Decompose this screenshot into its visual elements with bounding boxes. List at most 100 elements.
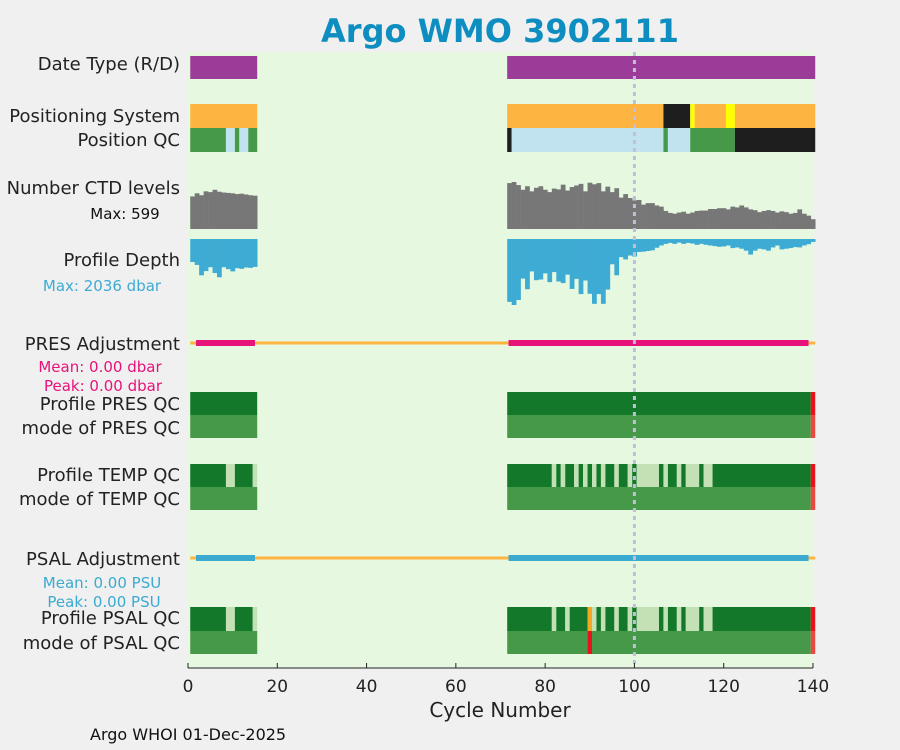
- profile-depth-bar: [252, 239, 258, 267]
- positioning-system-segment: [694, 104, 726, 128]
- ctd-levels-bar: [542, 189, 548, 229]
- profile-psal-qc-segment: [234, 607, 253, 631]
- position-qc-segment: [663, 128, 668, 152]
- ctd-levels-bar: [663, 210, 669, 229]
- profile-psal-qc-segment: [587, 607, 593, 631]
- profile-temp-qc-segment: [574, 464, 579, 487]
- profile-psal-qc-segment: [618, 607, 628, 631]
- psal-adjustment-label: PSAL Adjustment: [26, 549, 180, 570]
- profile-temp-qc-segment: [583, 464, 588, 487]
- profile-psal-qc-segment: [614, 607, 619, 631]
- profile-depth-bar: [614, 239, 620, 276]
- profile-depth-bar: [681, 239, 687, 244]
- ctd-levels-bar: [225, 192, 231, 229]
- profile-depth-bar: [618, 239, 624, 258]
- profile-depth-bar: [801, 239, 807, 246]
- profile-depth-bar: [645, 239, 651, 251]
- profile-depth-bar: [569, 239, 575, 289]
- positioning-system-segment: [507, 104, 664, 128]
- profile-depth-bar: [199, 239, 204, 276]
- profile-psal-qc-segment: [507, 607, 552, 631]
- profile-temp-qc-segment: [596, 464, 601, 487]
- profile-depth-bar: [685, 239, 691, 243]
- profile-psal-qc-segment: [712, 607, 811, 631]
- profile-depth-bar: [779, 239, 785, 250]
- profile-depth-bar: [641, 239, 646, 252]
- profile-depth-bar: [225, 239, 231, 270]
- positioning-system-segment: [725, 104, 735, 128]
- profile-depth-bar: [717, 239, 722, 247]
- position-qc-segment: [225, 128, 235, 152]
- profile-depth-bar: [583, 239, 588, 281]
- profile-depth-bar: [766, 239, 771, 251]
- profile-psal-qc-segment: [636, 607, 659, 631]
- ctd-levels-bar: [748, 209, 754, 229]
- positioning-system-segment: [734, 104, 816, 128]
- psal-adjustment-mean-text: Mean: 0.00 PSU: [43, 574, 161, 592]
- ctd-levels-bar: [757, 212, 762, 229]
- ctd-levels-bar: [703, 210, 709, 229]
- profile-depth-bar: [239, 239, 245, 269]
- x-tick-label: 0: [183, 677, 194, 697]
- profile-psal-qc-segment: [551, 607, 557, 631]
- profile-psal-qc-segment: [569, 607, 588, 631]
- profile-depth-bar: [654, 239, 660, 248]
- profile-depth-bar: [578, 239, 584, 295]
- ctd-levels-bar: [587, 182, 593, 229]
- profile-depth-bar: [708, 239, 713, 246]
- ctd-levels-bar: [721, 208, 727, 229]
- profile-depth-bar: [694, 239, 700, 245]
- profile-psal-qc-label: Profile PSAL QC: [41, 608, 180, 629]
- ctd-levels-bar: [667, 212, 673, 229]
- ctd-levels-bar: [578, 183, 584, 229]
- profile-psal-qc-segment: [685, 607, 700, 631]
- ctd-levels-bar: [605, 186, 611, 229]
- ctd-levels-bar: [525, 186, 530, 229]
- profile-depth-bar: [650, 239, 655, 251]
- profile-psal-qc-segment: [252, 607, 258, 631]
- ctd-levels-bar: [645, 203, 651, 229]
- profile-depth-bar: [520, 239, 526, 279]
- profile-depth-bar: [609, 239, 615, 265]
- profile-temp-qc-segment: [614, 464, 619, 487]
- profile-depth-bar: [743, 239, 749, 251]
- profile-temp-qc-segment: [551, 464, 557, 487]
- ctd-levels-bar: [725, 209, 731, 229]
- ctd-levels-bar: [533, 187, 539, 229]
- profile-temp-qc-segment: [810, 464, 816, 487]
- profile-depth-bar: [212, 239, 218, 274]
- ctd-levels-bar: [658, 206, 664, 229]
- x-tick-label: 60: [445, 677, 467, 697]
- ctd-levels-bar: [618, 197, 624, 229]
- ctd-levels-bar: [507, 183, 512, 229]
- position-qc-segment: [511, 128, 664, 152]
- ctd-levels-bar: [739, 205, 745, 229]
- profile-temp-qc-segment: [699, 464, 704, 487]
- profile-pres-qc-label: Profile PRES QC: [40, 394, 180, 415]
- profile-depth-bar: [203, 239, 209, 272]
- mode-temp-qc-row: [190, 487, 816, 510]
- ctd-levels-bar: [212, 189, 218, 229]
- profile-depth-row: [190, 239, 816, 305]
- profile-psal-qc-segment: [592, 607, 597, 631]
- ctd-levels-row: [190, 182, 816, 229]
- profile-depth-bar: [739, 239, 745, 249]
- ctd-levels-bar: [761, 210, 767, 229]
- row-labels: Date Type (R/D) Positioning System Positio…: [7, 54, 180, 654]
- ctd-levels-bar: [583, 191, 588, 229]
- profile-depth-bar: [690, 239, 695, 244]
- profile-depth-bar: [810, 239, 816, 242]
- ctd-levels-bar: [511, 182, 517, 229]
- profile-temp-qc-segment: [600, 464, 606, 487]
- x-tick-label: 80: [534, 677, 556, 697]
- positioning-system-segment: [190, 104, 258, 128]
- ctd-levels-label: Number CTD levels: [7, 178, 180, 199]
- profile-psal-qc-segment: [699, 607, 704, 631]
- ctd-levels-bar: [547, 192, 553, 229]
- profile-temp-qc-segment: [663, 464, 668, 487]
- profile-depth-annotation: Max: 2036 dbar: [43, 277, 162, 295]
- mode-psal-qc-segment: [190, 631, 258, 654]
- profile-temp-qc-segment: [636, 464, 659, 487]
- profile-depth-bar: [730, 239, 736, 249]
